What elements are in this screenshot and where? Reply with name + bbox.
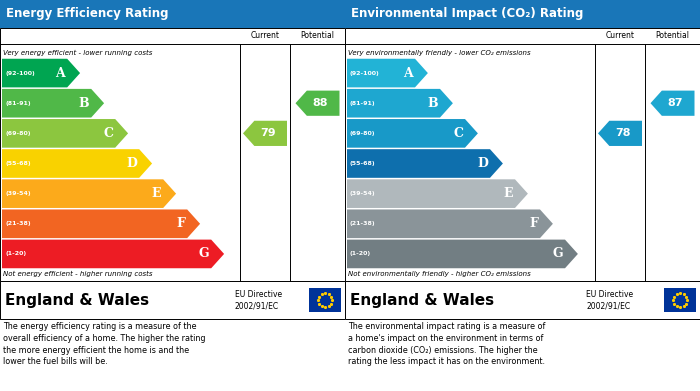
Text: C: C (453, 127, 463, 140)
Text: (39-54): (39-54) (5, 191, 31, 196)
Text: A: A (403, 66, 413, 80)
Bar (664, 288, 696, 312)
Polygon shape (347, 240, 578, 268)
Polygon shape (347, 89, 453, 118)
Bar (0, 28, 345, 281)
Text: England & Wales: England & Wales (350, 292, 494, 307)
Text: (55-68): (55-68) (350, 161, 376, 166)
Text: Not environmentally friendly - higher CO₂ emissions: Not environmentally friendly - higher CO… (348, 271, 531, 277)
Polygon shape (2, 119, 128, 148)
Polygon shape (2, 210, 200, 238)
Text: Current: Current (251, 32, 279, 41)
Polygon shape (598, 121, 642, 146)
Text: G: G (552, 248, 563, 260)
Text: A: A (55, 66, 65, 80)
Polygon shape (2, 89, 104, 118)
Text: (1-20): (1-20) (350, 251, 371, 256)
Text: Current: Current (606, 32, 634, 41)
Polygon shape (347, 149, 503, 178)
Polygon shape (347, 179, 528, 208)
Text: 87: 87 (668, 98, 683, 108)
Text: (69-80): (69-80) (5, 131, 31, 136)
Text: (69-80): (69-80) (350, 131, 375, 136)
Bar (345, 281, 700, 319)
Text: D: D (477, 157, 488, 170)
Text: F: F (176, 217, 186, 230)
Polygon shape (347, 119, 478, 148)
Polygon shape (295, 91, 340, 116)
Text: (92-100): (92-100) (350, 70, 379, 75)
Text: Potential: Potential (655, 32, 690, 41)
Polygon shape (347, 59, 428, 88)
Polygon shape (243, 121, 287, 146)
Bar (309, 288, 341, 312)
Polygon shape (2, 240, 224, 268)
Polygon shape (347, 210, 553, 238)
Text: D: D (126, 157, 137, 170)
Text: England & Wales: England & Wales (5, 292, 149, 307)
Text: C: C (103, 127, 113, 140)
Text: Energy Efficiency Rating: Energy Efficiency Rating (6, 7, 169, 20)
Text: Environmental Impact (CO₂) Rating: Environmental Impact (CO₂) Rating (351, 7, 583, 20)
Bar (345, 28, 700, 281)
Text: (1-20): (1-20) (5, 251, 26, 256)
Text: (81-91): (81-91) (5, 101, 31, 106)
Text: EU Directive
2002/91/EC: EU Directive 2002/91/EC (234, 290, 281, 310)
Text: The energy efficiency rating is a measure of the
overall efficiency of a home. T: The energy efficiency rating is a measur… (3, 322, 206, 366)
Text: (55-68): (55-68) (5, 161, 31, 166)
Text: (81-91): (81-91) (350, 101, 376, 106)
Text: F: F (529, 217, 538, 230)
Text: G: G (199, 248, 209, 260)
Text: Not energy efficient - higher running costs: Not energy efficient - higher running co… (3, 271, 153, 277)
Polygon shape (650, 91, 694, 116)
Text: (39-54): (39-54) (350, 191, 376, 196)
Text: (92-100): (92-100) (5, 70, 35, 75)
Polygon shape (2, 59, 80, 88)
Text: 79: 79 (260, 128, 276, 138)
Text: 78: 78 (615, 128, 631, 138)
Text: B: B (428, 97, 438, 110)
Text: (21-38): (21-38) (5, 221, 31, 226)
Text: B: B (78, 97, 89, 110)
Text: Very energy efficient - lower running costs: Very energy efficient - lower running co… (3, 50, 153, 56)
Text: (21-38): (21-38) (350, 221, 376, 226)
Polygon shape (2, 179, 176, 208)
Text: E: E (503, 187, 513, 200)
Text: E: E (152, 187, 161, 200)
Text: 88: 88 (313, 98, 328, 108)
Bar (345, 0, 700, 28)
Text: Very environmentally friendly - lower CO₂ emissions: Very environmentally friendly - lower CO… (348, 50, 531, 56)
Text: EU Directive
2002/91/EC: EU Directive 2002/91/EC (587, 290, 634, 310)
Bar (0, 281, 345, 319)
Text: Potential: Potential (300, 32, 335, 41)
Polygon shape (2, 149, 152, 178)
Text: The environmental impact rating is a measure of
a home's impact on the environme: The environmental impact rating is a mea… (348, 322, 545, 366)
Bar (0, 0, 345, 28)
